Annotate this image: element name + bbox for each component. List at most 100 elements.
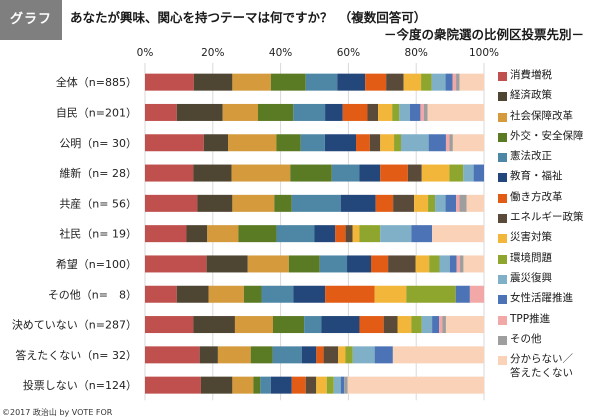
category-label: 希望（n=100） bbox=[56, 257, 137, 271]
legend-item: 女性活躍推進 bbox=[498, 291, 598, 311]
bar-segment bbox=[274, 194, 292, 212]
bar-segment bbox=[399, 103, 410, 121]
bar-segment bbox=[411, 316, 422, 334]
bar-segment bbox=[176, 285, 209, 303]
legend-label: 震災復興 bbox=[510, 271, 552, 284]
bar-segment bbox=[207, 225, 239, 243]
legend-swatch bbox=[498, 315, 507, 325]
bar-segment bbox=[414, 194, 429, 212]
legend-swatch bbox=[498, 295, 507, 305]
bar-segment bbox=[340, 376, 345, 394]
bar-segment bbox=[439, 316, 443, 334]
legend-swatch bbox=[498, 92, 507, 102]
legend-label: その他 bbox=[510, 332, 542, 345]
chart-subtitle: －今度の衆院選の比例区投票先別－ bbox=[383, 27, 584, 42]
bar-segment bbox=[217, 346, 251, 364]
bar-segment bbox=[335, 225, 346, 243]
bar-segment bbox=[445, 194, 457, 212]
category-label: 維新（n= 28） bbox=[59, 166, 137, 180]
bar-segment bbox=[323, 346, 339, 364]
bar-segment bbox=[345, 225, 353, 243]
bar-segment bbox=[276, 134, 301, 152]
legend-label: 憲法改正 bbox=[510, 150, 552, 163]
bar-segment bbox=[435, 194, 446, 212]
bar-segment bbox=[375, 194, 394, 212]
legend-swatch bbox=[498, 356, 507, 366]
bar-segment bbox=[288, 255, 320, 273]
bar-segment bbox=[383, 316, 398, 334]
bar-segment bbox=[409, 103, 421, 121]
legend-swatch bbox=[498, 72, 507, 81]
bar-segment bbox=[206, 255, 248, 273]
bar-segment bbox=[406, 285, 456, 303]
bar-segment bbox=[145, 73, 194, 91]
bar-segment bbox=[232, 194, 275, 212]
bar-segment bbox=[456, 255, 461, 273]
bar-segment bbox=[145, 285, 177, 303]
bar-segment bbox=[300, 134, 325, 152]
bar-segment bbox=[145, 103, 177, 121]
bar-segment bbox=[415, 255, 430, 273]
bar-segment bbox=[380, 164, 408, 182]
bar-segment bbox=[392, 103, 400, 121]
bar-segment bbox=[305, 376, 317, 394]
bar-segment bbox=[145, 194, 198, 212]
bar-segment bbox=[421, 164, 450, 182]
bar-segment bbox=[374, 346, 393, 364]
bar-segment bbox=[456, 194, 460, 212]
bar-segment bbox=[319, 255, 348, 273]
bar-segment bbox=[272, 346, 302, 364]
legend-item: 教育・福祉 bbox=[498, 169, 598, 189]
x-tick-label: 100% bbox=[469, 47, 499, 59]
legend-item: 働き方改革 bbox=[498, 190, 598, 210]
x-tick-label: 40% bbox=[269, 47, 292, 59]
bar-segment bbox=[459, 194, 467, 212]
bar-segment bbox=[331, 164, 360, 182]
bar-segment bbox=[428, 194, 436, 212]
bar-segment bbox=[290, 164, 332, 182]
bar-segment bbox=[145, 225, 187, 243]
category-label: 投票しない（n=124） bbox=[23, 378, 137, 392]
bar-segment bbox=[316, 346, 324, 364]
legend-item: 経済政策 bbox=[498, 88, 598, 108]
legend-label: TPP推進 bbox=[510, 312, 551, 325]
bar-segment bbox=[228, 134, 277, 152]
bar-segment bbox=[247, 255, 289, 273]
bar-segment bbox=[344, 376, 348, 394]
bar-segment bbox=[326, 376, 334, 394]
legend-swatch bbox=[498, 153, 507, 163]
bar-segment bbox=[316, 376, 327, 394]
bar-segment bbox=[449, 164, 464, 182]
bar-segment bbox=[321, 316, 360, 334]
legend-swatch bbox=[498, 274, 507, 284]
bar-segment bbox=[445, 73, 453, 91]
bar-segment bbox=[452, 73, 457, 91]
bar-segment bbox=[392, 346, 484, 364]
legend-swatch bbox=[498, 193, 507, 203]
legend-swatch bbox=[498, 214, 507, 224]
bar-segment bbox=[386, 73, 404, 91]
bar-segment bbox=[276, 225, 315, 243]
bar-segment bbox=[345, 346, 353, 364]
category-label: 共産（n= 56） bbox=[59, 197, 137, 210]
bar-segment bbox=[388, 255, 416, 273]
bar-segment bbox=[445, 316, 484, 334]
bar-segment bbox=[145, 164, 194, 182]
bar-segment bbox=[449, 255, 457, 273]
bar-segment bbox=[305, 73, 338, 91]
bar-segment bbox=[429, 255, 440, 273]
bar-segment bbox=[193, 316, 235, 334]
bar-segment bbox=[463, 255, 484, 273]
x-tick-label: 80% bbox=[405, 47, 428, 59]
legend-label: 消費増税 bbox=[510, 69, 552, 81]
bar-segment bbox=[420, 103, 424, 121]
legend-item: 憲法改正 bbox=[498, 149, 598, 169]
bar-segment bbox=[466, 194, 484, 212]
bar-segment bbox=[365, 73, 387, 91]
bar-segment bbox=[445, 134, 450, 152]
bar-segment bbox=[352, 346, 375, 364]
bar-segment bbox=[469, 285, 485, 303]
bar-segment bbox=[449, 134, 453, 152]
bar-segment bbox=[456, 73, 460, 91]
legend-item: 社会保障改革 bbox=[498, 109, 598, 129]
